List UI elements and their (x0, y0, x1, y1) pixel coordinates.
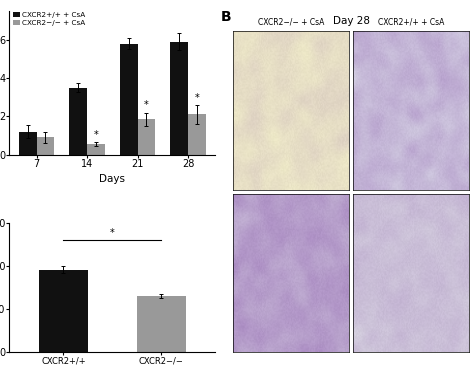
Bar (137, 296, 186, 352)
Text: *: * (144, 100, 149, 110)
Text: *: * (110, 228, 115, 238)
Text: Day 28: Day 28 (333, 15, 370, 26)
Bar (87, 144, 105, 155)
Bar (19, 132, 36, 155)
Bar (137, 119, 155, 155)
Legend: CXCR2+/+ + CsA, CXCR2−/− + CsA: CXCR2+/+ + CsA, CXCR2−/− + CsA (13, 12, 86, 26)
X-axis label: Days: Days (99, 174, 125, 185)
Text: *: * (194, 92, 199, 103)
Bar (39, 269, 88, 352)
Text: CXCR2−/− + CsA: CXCR2−/− + CsA (257, 18, 324, 27)
Bar (188, 115, 206, 155)
Text: B: B (221, 10, 232, 24)
Text: *: * (93, 130, 98, 139)
Bar (170, 42, 188, 155)
Text: CXCR2+/+ + CsA: CXCR2+/+ + CsA (378, 18, 445, 27)
Bar (120, 44, 137, 155)
Bar (36, 138, 54, 155)
Bar (69, 88, 87, 155)
